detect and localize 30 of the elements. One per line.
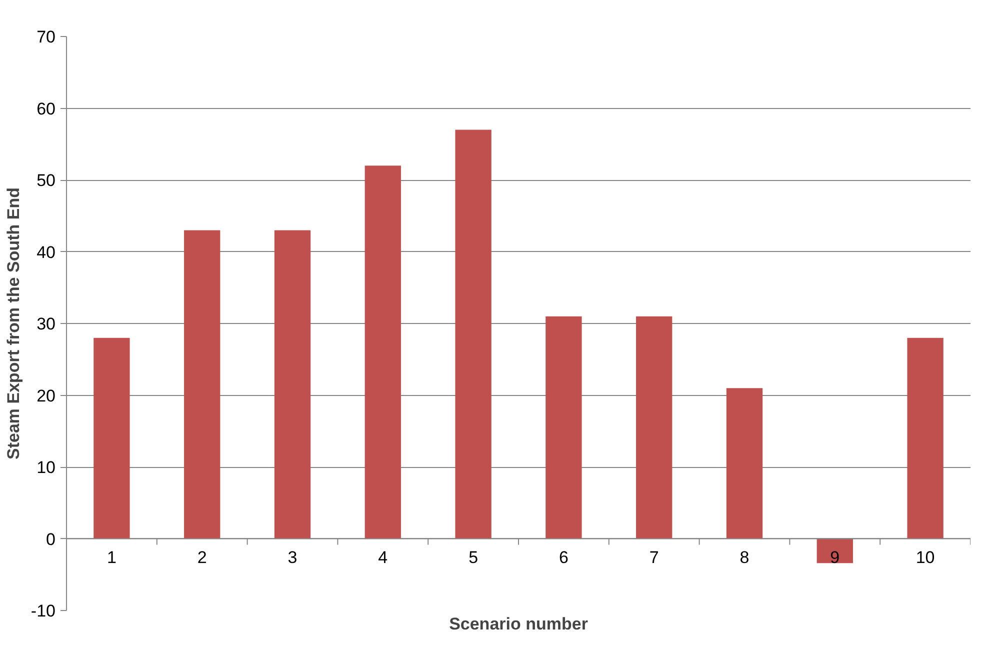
x-tick-label: 9	[830, 548, 840, 567]
x-tick-label: 2	[197, 548, 207, 567]
x-tick-label: 3	[288, 548, 298, 567]
bar	[364, 166, 401, 539]
y-tick-label: -10	[30, 602, 56, 620]
x-axis-title: Scenario number	[449, 614, 588, 634]
x-tick-label: 5	[468, 548, 478, 567]
y-tick-label: 10	[36, 458, 56, 477]
bar	[546, 316, 582, 539]
bar	[907, 338, 944, 539]
y-tick-label: 20	[36, 386, 56, 406]
bar	[726, 388, 763, 539]
y-tick-label: 30	[36, 314, 56, 334]
x-tick-label: 7	[649, 548, 659, 567]
y-tick-label: 60	[36, 99, 56, 118]
x-tick-label: 1	[106, 548, 116, 567]
bar	[455, 130, 492, 539]
bar	[184, 230, 220, 539]
y-tick-label: 0	[46, 530, 56, 549]
x-tick-label: 10	[916, 548, 935, 567]
bar	[94, 338, 130, 539]
x-tick-label: 8	[740, 548, 750, 567]
bar	[274, 230, 311, 539]
y-tick-label: 40	[36, 242, 56, 262]
x-tick-label: 4	[378, 548, 388, 567]
x-tick-label: 6	[558, 548, 568, 567]
y-tick-label: 70	[36, 28, 56, 46]
y-tick-label: 50	[36, 171, 56, 190]
y-axis-title: Steam Export from the South End	[4, 187, 23, 460]
bar	[636, 316, 672, 539]
